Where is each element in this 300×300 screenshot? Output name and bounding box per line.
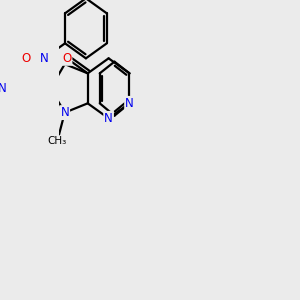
Text: CH₃: CH₃ [48, 136, 67, 146]
Text: N: N [0, 82, 7, 95]
Text: N: N [125, 97, 134, 110]
Text: O: O [62, 52, 71, 65]
Text: N: N [104, 112, 113, 125]
Text: O: O [22, 52, 31, 65]
Text: N: N [40, 52, 49, 65]
Text: N: N [60, 106, 69, 119]
